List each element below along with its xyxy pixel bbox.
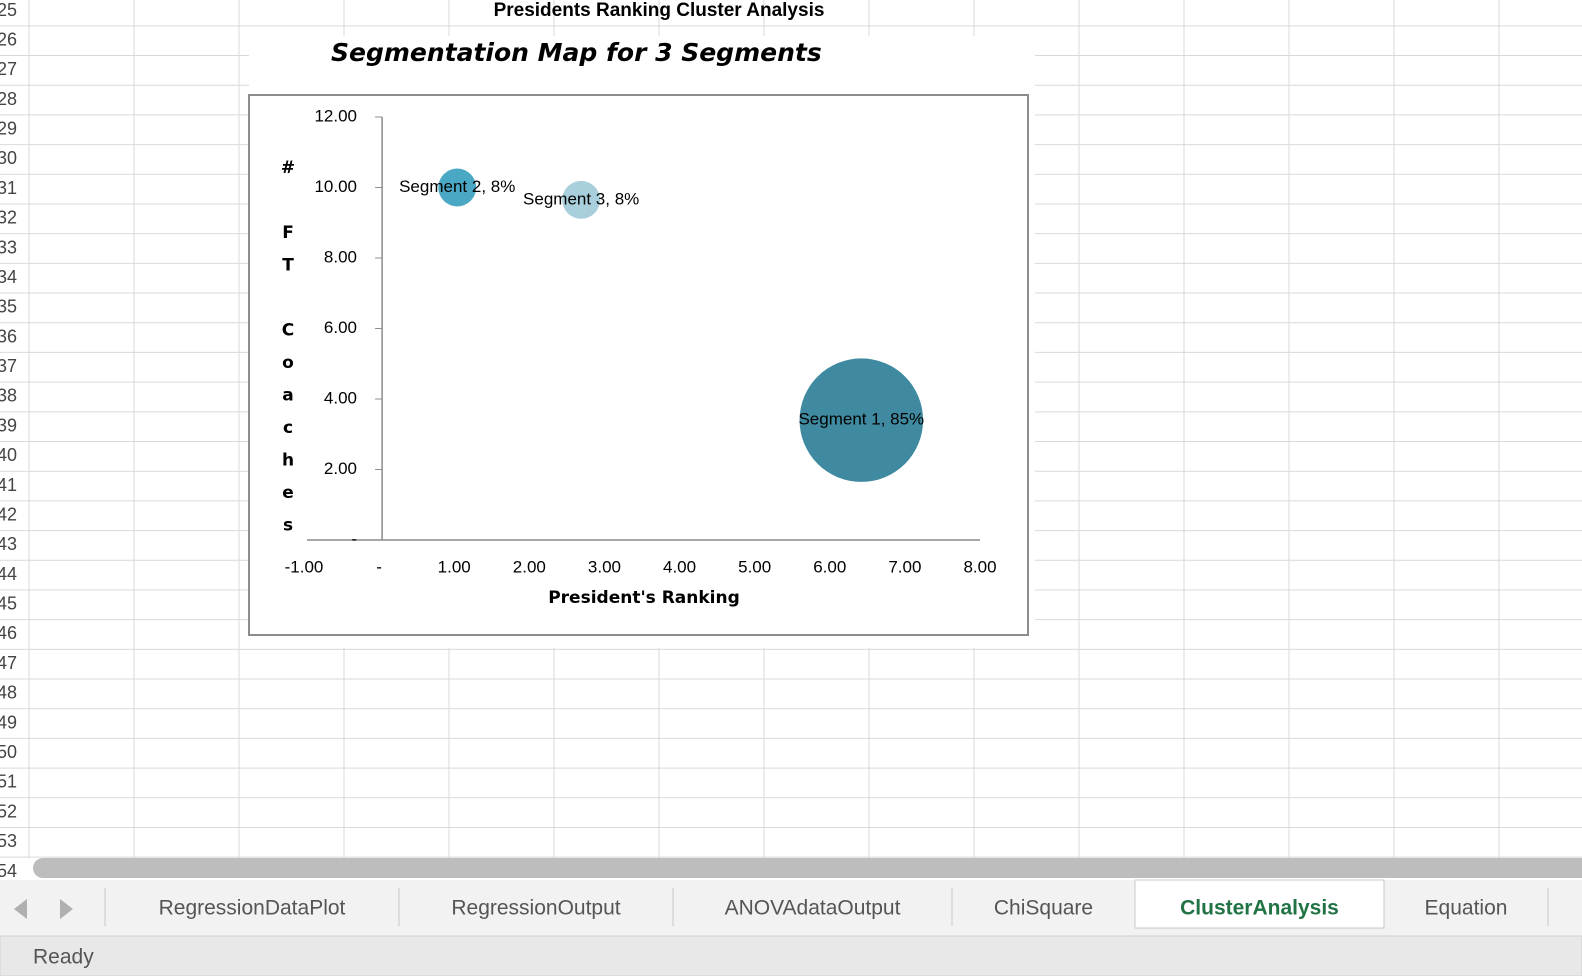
plot-frame [248, 94, 1029, 636]
row-number: 30 [0, 148, 17, 168]
row-number: 53 [0, 831, 17, 851]
row-number: 39 [0, 415, 17, 435]
x-tick-label: -1.00 [285, 557, 324, 576]
x-tick-label: 2.00 [513, 557, 546, 576]
bubble [562, 180, 601, 219]
bubble [438, 168, 477, 207]
row-number: 51 [0, 772, 17, 792]
sheet-tab[interactable]: ChiSquare [994, 897, 1093, 920]
row-number: 46 [0, 623, 17, 643]
row-number: 25 [0, 0, 17, 20]
row-number: 41 [0, 475, 17, 495]
x-axis-label: President's Ranking [548, 588, 740, 608]
row-number: 48 [0, 683, 17, 703]
row-number: 37 [0, 356, 17, 376]
row-number: 28 [0, 89, 17, 109]
row-number: 29 [0, 119, 17, 139]
row-number: 43 [0, 534, 17, 554]
row-number: 45 [0, 594, 17, 614]
row-number: 40 [0, 445, 17, 465]
x-tick-label: 1.00 [438, 557, 471, 576]
row-number: 27 [0, 59, 17, 79]
status-text: Ready [33, 946, 94, 969]
y-tick-label: 2.00 [324, 459, 357, 478]
row-number: 54 [0, 861, 17, 881]
tab-scroll-right[interactable] [60, 899, 73, 919]
row-number: 50 [0, 742, 17, 762]
x-tick-label: - [376, 557, 382, 576]
chart-title: Segmentation Map for 3 Segments [331, 38, 822, 67]
row-number: 49 [0, 712, 17, 732]
bubble [799, 358, 924, 482]
y-tick-label: 4.00 [324, 388, 357, 407]
row-number: 33 [0, 237, 17, 257]
row-number: 47 [0, 653, 17, 673]
x-tick-label: 4.00 [663, 557, 696, 576]
y-tick-label: 10.00 [314, 177, 357, 196]
data-label: Segment 1, 85% [798, 410, 924, 429]
sheet-tab[interactable]: RegressionDataPlot [159, 897, 346, 920]
status-bar [0, 935, 1582, 976]
x-tick-label: 5.00 [738, 557, 771, 576]
x-tick-label: 7.00 [888, 557, 921, 576]
row-number: 32 [0, 208, 17, 228]
sheet-banner: Presidents Ranking Cluster Analysis [494, 0, 825, 21]
y-tick-label: 8.00 [324, 247, 357, 266]
sheet-tab[interactable]: Equation [1425, 897, 1508, 920]
y-tick-label: 6.00 [324, 318, 357, 337]
sheet-tab[interactable]: ClusterAnalysis [1180, 897, 1339, 920]
x-tick-label: 6.00 [813, 557, 846, 576]
y-tick-label: 12.00 [314, 106, 357, 125]
y-tick-label: - [351, 529, 357, 548]
horizontal-scrollbar[interactable] [33, 858, 1582, 878]
row-number: 36 [0, 326, 17, 346]
row-number: 42 [0, 504, 17, 524]
data-label: Segment 3, 8% [523, 189, 639, 208]
row-number: 38 [0, 386, 17, 406]
y-axis-label: # FT Coaches [278, 158, 298, 548]
sheet-tab[interactable]: RegressionOutput [451, 897, 620, 920]
data-label: Segment 2, 8% [399, 177, 515, 196]
row-number: 52 [0, 801, 17, 821]
x-tick-label: 8.00 [963, 557, 996, 576]
sheet-tab-active[interactable] [1134, 879, 1385, 929]
sheet-tab[interactable]: ANOVAdataOutput [725, 897, 901, 920]
row-number: 44 [0, 564, 17, 584]
tab-scroll-left[interactable] [14, 899, 27, 919]
x-tick-label: 3.00 [588, 557, 621, 576]
row-number: 26 [0, 29, 17, 49]
row-number: 35 [0, 297, 17, 317]
row-number: 34 [0, 267, 17, 287]
row-number: 31 [0, 178, 17, 198]
